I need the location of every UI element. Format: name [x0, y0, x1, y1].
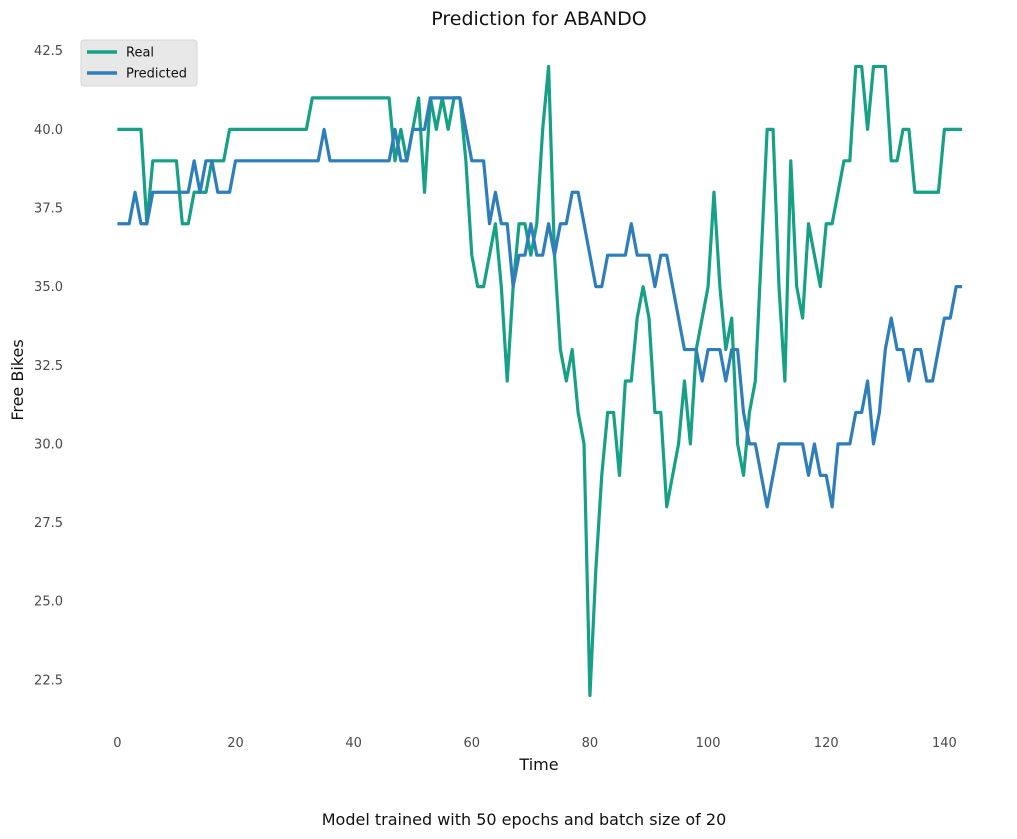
legend-label-real: Real [126, 46, 154, 61]
y-tick-label: 35.0 [34, 280, 63, 295]
series-line-predicted [117, 96, 963, 509]
legend-label-predicted: Predicted [126, 67, 187, 82]
x-tick-label: 120 [814, 736, 839, 751]
y-axis-ticks: 22.5 25.0 27.5 30.0 32.5 35.0 37.5 40.0 42.5 [34, 44, 63, 688]
y-tick-label: 22.5 [34, 673, 63, 688]
y-tick-label: 30.0 [34, 437, 63, 452]
x-axis-label: Time [518, 755, 558, 774]
y-tick-label: 42.5 [34, 44, 63, 59]
x-tick-label: 140 [932, 736, 957, 751]
x-tick-label: 40 [345, 736, 362, 751]
legend: Real Predicted [80, 39, 198, 87]
x-tick-label: 100 [696, 736, 721, 751]
y-tick-label: 27.5 [34, 516, 63, 531]
x-tick-label: 80 [582, 736, 599, 751]
chart-title: Prediction for ABANDO [431, 8, 646, 30]
x-tick-label: 60 [464, 736, 481, 751]
y-axis-label: Free Bikes [8, 339, 27, 420]
x-tick-label: 0 [113, 736, 121, 751]
y-tick-label: 25.0 [34, 595, 63, 610]
y-tick-label: 37.5 [34, 202, 63, 217]
y-tick-label: 40.0 [34, 123, 63, 138]
series-line-real [117, 64, 963, 698]
x-axis-ticks: 0 20 40 60 80 100 120 140 [113, 736, 957, 751]
chart-caption: Model trained with 50 epochs and batch s… [322, 810, 727, 829]
series-lines [117, 64, 963, 698]
x-tick-label: 20 [227, 736, 244, 751]
y-tick-label: 32.5 [34, 359, 63, 374]
